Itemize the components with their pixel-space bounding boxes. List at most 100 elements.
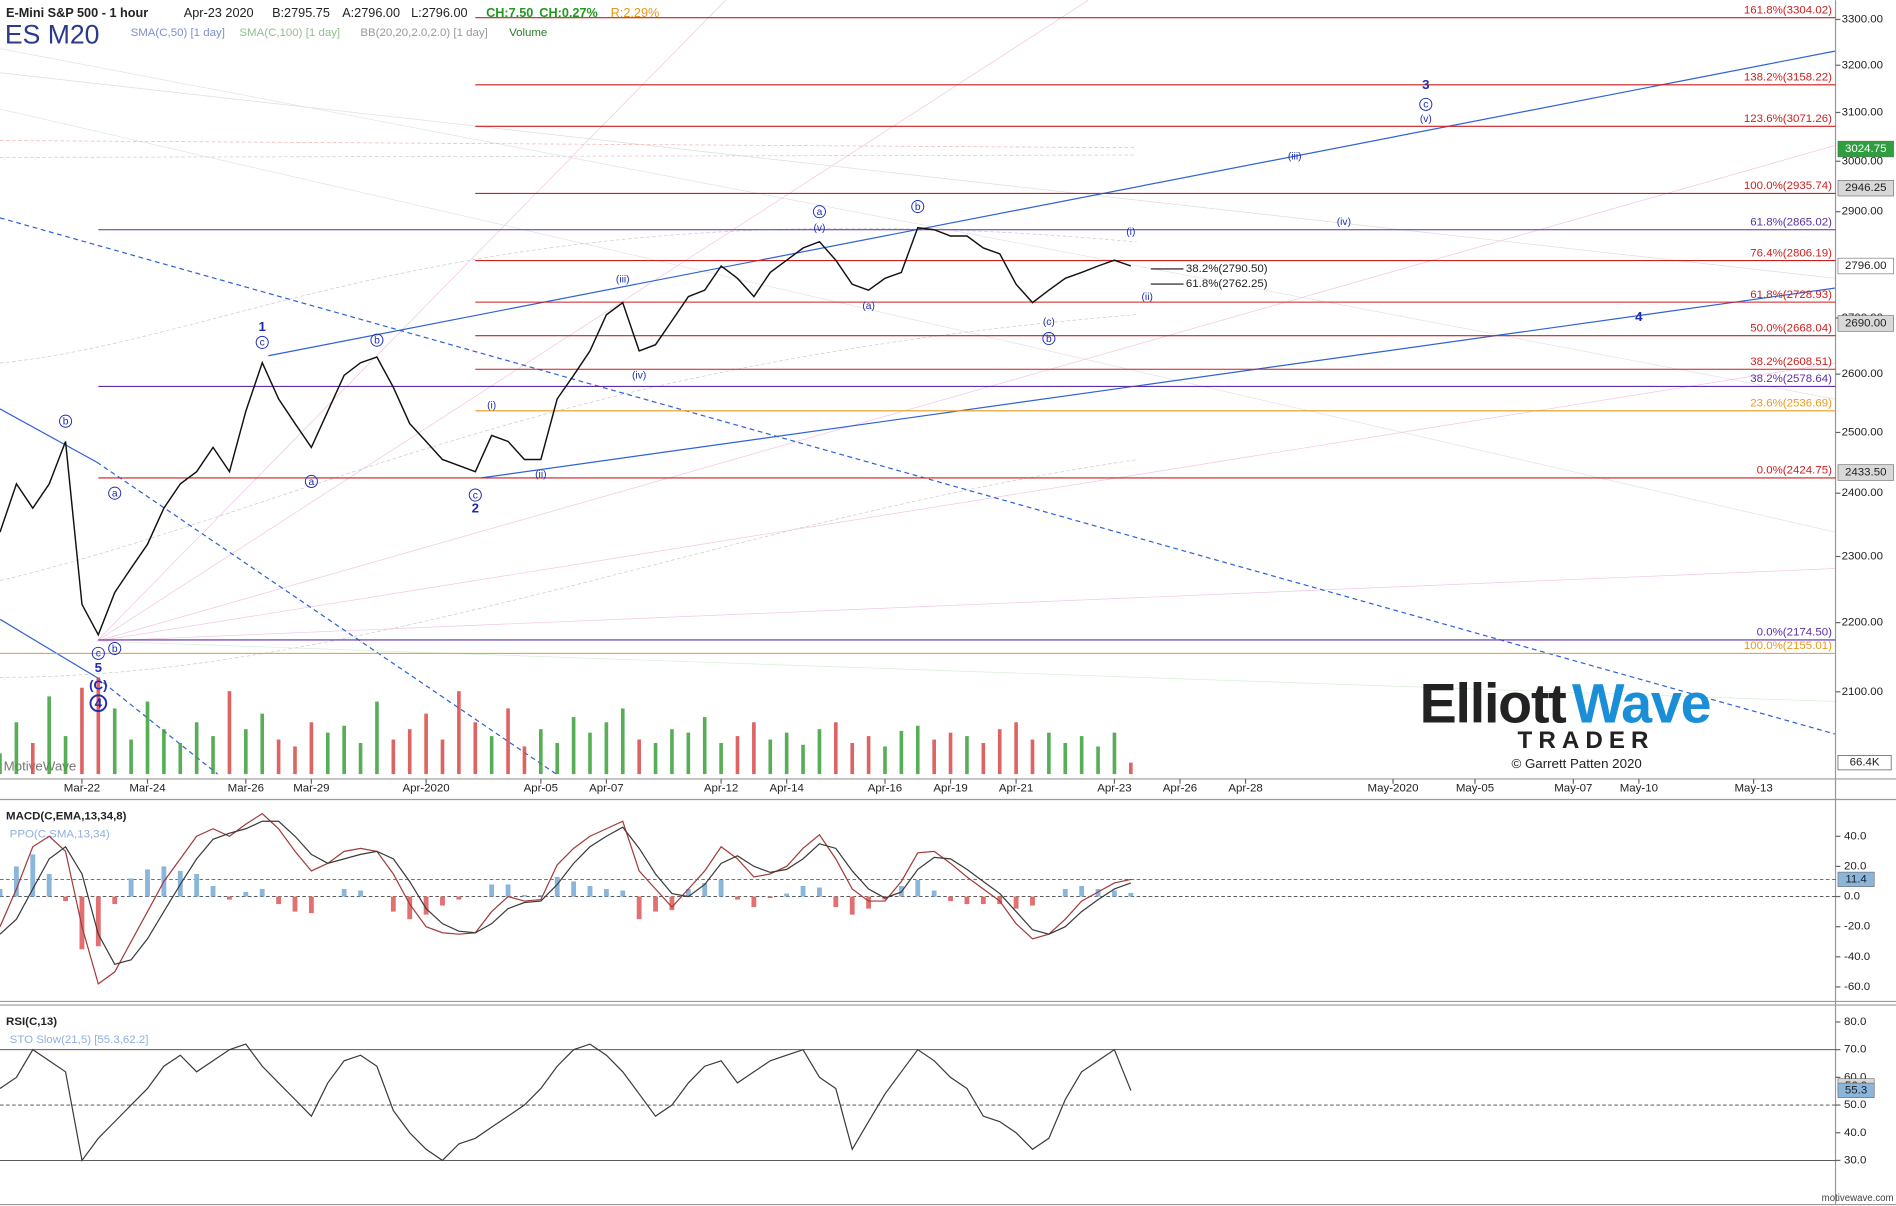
volume-bar [834, 722, 838, 775]
panel-subtitle: STO Slow(21,5) [55.3,62.2] [10, 1034, 149, 1046]
wave-label: b [915, 202, 921, 213]
wave-label: b [63, 417, 69, 428]
wave-label: a [112, 489, 118, 500]
volume-bar [932, 739, 936, 775]
wave-label: (iv) [1337, 217, 1351, 228]
histogram-bar [423, 896, 429, 915]
copyright: © Garrett Patten 2020 [1511, 756, 1641, 771]
histogram-bar [718, 879, 724, 897]
histogram-bar [653, 896, 658, 912]
wave-label: b [1046, 334, 1052, 345]
fib-label: 61.8%(2728.93) [1750, 289, 1832, 301]
histogram-bar [636, 896, 642, 920]
histogram-bar [1095, 889, 1101, 897]
histogram-bar [751, 896, 757, 908]
wave-label: (i) [1126, 227, 1135, 238]
volume-bar [719, 743, 723, 775]
volume-bar [63, 736, 68, 775]
y-tick-label: 2400.00 [1842, 487, 1883, 499]
x-tick-label: Apr-07 [589, 783, 623, 795]
volume-bar [260, 713, 265, 775]
histogram-bar [95, 896, 101, 947]
volume-bar [30, 743, 35, 775]
quote-ask: A:2796.00 [342, 6, 400, 20]
volume-bar [1030, 739, 1035, 775]
volume-bar [407, 729, 412, 775]
volume-bar [604, 722, 609, 775]
fib-label: 161.8%(3304.02) [1744, 4, 1832, 16]
histogram-bar [1079, 885, 1085, 897]
volume-bar [965, 736, 969, 775]
volume-bar [1063, 743, 1068, 775]
price-tag: 2946.25 [1845, 182, 1886, 194]
histogram-bar [210, 885, 216, 897]
price-tag-box [1837, 257, 1894, 275]
histogram-bar [833, 896, 839, 908]
y-tick-label: 40.0 [1844, 1127, 1866, 1139]
indicator-line [0, 812, 1131, 985]
histogram-bar [112, 896, 118, 905]
quote-range: R:2.29% [611, 6, 660, 20]
logo-sub: TRADER [1518, 727, 1655, 754]
volume-bar [784, 732, 789, 775]
x-tick-label: May-05 [1456, 783, 1494, 795]
x-tick-label: Mar-24 [129, 783, 166, 795]
fib-label: 138.2%(3158.22) [1744, 72, 1832, 84]
fib-label: 123.6%(3071.26) [1744, 113, 1832, 125]
histogram-bar [1062, 889, 1068, 897]
y-tick-label: -40.0 [1844, 951, 1870, 963]
histogram-bar [456, 896, 462, 900]
y-tick-label: 40.0 [1844, 830, 1866, 842]
wave-circle [370, 333, 384, 347]
histogram-bar [0, 889, 3, 897]
histogram-bar [1128, 892, 1134, 897]
histogram-bar [276, 896, 282, 905]
x-tick-label: Mar-26 [228, 783, 264, 795]
histogram-bar [505, 884, 511, 897]
volume-bar [47, 696, 51, 775]
fib-label: 0.0%(2174.50) [1757, 627, 1832, 639]
volume-bar [489, 736, 494, 775]
y-tick-label: 3300.00 [1842, 14, 1883, 26]
wave-label: 5 [95, 660, 103, 675]
wave-label: 2 [472, 500, 479, 515]
study-sma100: SMA(C,100) [1 day] [239, 27, 340, 39]
wave-label: c [1423, 100, 1428, 111]
volume-bar [391, 739, 396, 775]
volume-bar [473, 722, 478, 775]
x-tick-label: Apr-12 [704, 783, 738, 795]
wave-circle [304, 474, 318, 488]
wave-circle [108, 642, 122, 656]
y-tick-label: 0.0 [1844, 891, 1860, 903]
histogram-bar [915, 879, 921, 897]
panel-subtitle: PPO(C,SMA,13,34) [10, 829, 110, 841]
volume-bar [768, 739, 773, 775]
volume-bar [112, 708, 117, 775]
wave-label: a [309, 477, 315, 488]
volume-bar [96, 677, 101, 775]
volume-bar [588, 732, 592, 775]
short-level-label: 38.2%(2790.50) [1186, 263, 1268, 275]
histogram-bar [603, 889, 609, 897]
wave-label: (v) [813, 223, 825, 234]
wave-label: (iv) [632, 371, 646, 382]
fib-label: 38.2%(2578.64) [1750, 373, 1832, 385]
volume-bar [178, 743, 183, 775]
histogram-bar [30, 854, 36, 897]
wave-circle [89, 694, 108, 713]
x-tick-label: Apr-21 [999, 783, 1033, 795]
quote-change-pct: CH:0.27% [539, 6, 598, 20]
volume-bar [653, 743, 658, 775]
symbol: ES M20 [5, 20, 100, 50]
histogram-bar [735, 896, 740, 900]
histogram-bar [358, 890, 363, 897]
volume-bar [309, 722, 314, 775]
volume-bar [325, 732, 330, 775]
x-tick-label: Apr-05 [524, 783, 558, 795]
x-tick-label: Apr-2020 [403, 783, 450, 795]
volume-bar [1047, 732, 1051, 775]
histogram-bar [767, 896, 773, 899]
volume-bar [227, 691, 232, 775]
histogram-bar [243, 892, 249, 897]
wave-circle [468, 488, 482, 502]
